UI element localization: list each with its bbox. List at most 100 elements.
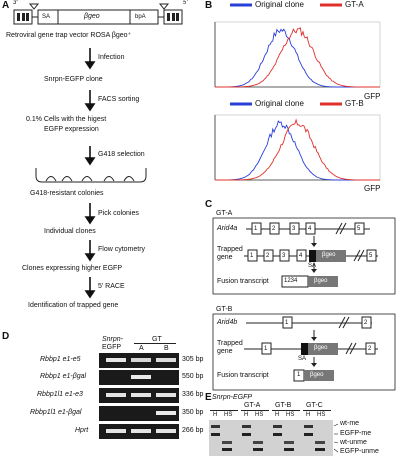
vector-bpa-label: bpA (135, 14, 146, 20)
xlabel-2: GFP (364, 184, 381, 193)
action-infection: Infection (98, 54, 125, 61)
d-row-1-size: 305 bp (182, 356, 204, 363)
step-cells-2: EGFP expression (44, 126, 99, 133)
step-identification: Identification of trapped gene (28, 302, 119, 309)
panel-c-label: C (205, 199, 213, 210)
gt-b-gene: Arid4b (217, 319, 238, 326)
vector-sa-label: SA (42, 14, 51, 20)
gt-a-tr-exon-1: 1 (250, 253, 254, 259)
gt-a-tr-exon-4: 4 (299, 253, 303, 259)
gt-a-wt-exon-3: 3 (292, 226, 296, 232)
d-row-5-size: 266 bp (182, 427, 204, 434)
panel-b-histograms (214, 3, 381, 181)
legend2-original: Original clone (255, 99, 304, 108)
gt-a-tr-exon-3: 3 (282, 253, 286, 259)
d-row-3-label: Rbbp1l1 e1-e3 (37, 391, 83, 398)
action-g418: G418 selection (98, 151, 145, 158)
e-lane-8: HS (317, 412, 326, 418)
d-row-5-label: Hprt (75, 427, 89, 434)
panel-a-label: A (2, 0, 10, 11)
vector-bgeo-label: βgeo (84, 13, 100, 20)
panel-b-label: B (205, 0, 213, 11)
d-row-2-label: Rbbp1 e1-βgal (40, 373, 87, 380)
step-clone: Snrpn-EGFP clone (44, 76, 103, 83)
gt-a-wt-exon-4: 4 (308, 226, 312, 232)
hist1-gt-trace (215, 27, 380, 88)
gt-b-wt-exon-2: 2 (364, 320, 368, 326)
gt-b-wt-exon-1: 1 (285, 320, 289, 326)
d-col-header-2: EGFP (102, 344, 122, 351)
gt-a-fusion-label: Fusion transcript (217, 278, 269, 285)
gt-b-tr-exon-2: 2 (368, 346, 372, 352)
ltr-left-label: 3' (13, 0, 18, 6)
gt-b-bgeo: βgeo (314, 345, 328, 351)
hist2-gt-trace (215, 118, 380, 181)
step-g418-colonies: G418-resistant colonies (30, 190, 104, 197)
d-row-1-label: Rbbp1 e1-e5 (40, 356, 81, 363)
step-cells-1: 0.1% Cells with the higest (26, 116, 107, 123)
e-group-gta: GT-A (244, 402, 261, 409)
gt-a-sa: SA (308, 263, 317, 269)
gt-b-trapped-label-2: gene (217, 348, 233, 355)
d-row-4-size: 350 bp (182, 409, 204, 416)
gt-b-fusion-label: Fusion transcript (217, 372, 269, 379)
gt-a-wt-exon-5: 5 (357, 226, 361, 232)
panel-a-flowchart (13, 3, 183, 299)
d-row-2-size: 550 bp (182, 373, 204, 380)
d-row-3-size: 336 bp (182, 391, 204, 398)
gt-b-title: GT-B (216, 306, 233, 313)
step-higher-egfp: Clones expressing higher EGFP (22, 265, 122, 272)
step-vector: Retroviral gene trap vector ROSA βgeo⁺ (6, 32, 132, 39)
gt-b-trapped-label-1: Trapped (217, 340, 243, 347)
gt-a-fusion-exons: 1234 (284, 278, 298, 284)
gt-b-tr-exon-1: 1 (264, 346, 268, 352)
e-lane-1: H (213, 412, 218, 418)
e-lane-2: HS (224, 412, 233, 418)
gt-a-bgeo: βgeo (322, 252, 336, 258)
d-col-header-1: Snrpn- (102, 336, 124, 343)
gt-a-wt-exon-2: 2 (272, 226, 276, 232)
gt-a-tr-exon-2: 2 (266, 253, 270, 259)
action-facs: FACS sorting (98, 96, 140, 103)
d-lane-a: A (139, 345, 144, 352)
gt-a-fusion-bgeo: βgeo (314, 278, 328, 284)
action-pick: Pick colonies (98, 210, 139, 217)
gt-b-fusion-exons: 1 (297, 372, 301, 378)
e-lane-5: H (275, 412, 280, 418)
legend2-gt: GT-B (345, 99, 364, 108)
e-lane-4: HS (255, 412, 264, 418)
panel-d-label: D (2, 331, 10, 342)
action-race: 5' RACE (98, 283, 125, 290)
e-band-wt-me: wt-me (340, 420, 360, 427)
gt-a-trapped-label-2: gene (217, 254, 233, 261)
gt-a-wt-exon-1: 1 (254, 226, 258, 232)
e-group-snrpn: Snrpn-EGFP (212, 394, 253, 401)
legend1-gt: GT-A (345, 0, 364, 9)
gt-b-sa: SA (298, 356, 307, 362)
gt-a-tr-exon-5: 5 (369, 253, 373, 259)
ltr-right-label: 5' (183, 0, 188, 6)
d-lane-b: B (164, 345, 169, 352)
gt-b-fusion-bgeo: βgeo (310, 372, 324, 378)
e-band-egfp-unme: EGFP-unme (340, 448, 379, 455)
e-group-gtc: GT-C (306, 402, 323, 409)
e-lane-7: H (306, 412, 311, 418)
action-flow: Flow cytometry (98, 246, 146, 253)
step-individual: Individual clones (44, 228, 96, 235)
gt-a-trapped-label-1: Trapped (217, 246, 243, 253)
xlabel-1: GFP (364, 92, 381, 101)
gt-a-title: GT-A (216, 210, 233, 217)
e-band-wt-unme: wt-unme (340, 439, 367, 446)
e-lane-6: HS (286, 412, 295, 418)
e-band-egfp-me: EGFP-me (340, 430, 372, 437)
gt-a-gene: Arid4a (217, 225, 238, 232)
e-group-gtb: GT-B (275, 402, 292, 409)
d-gt-header: GT (152, 336, 162, 343)
legend1-original: Original clone (255, 0, 304, 9)
e-lane-3: H (244, 412, 249, 418)
panel-e-label: E (205, 392, 212, 403)
d-row-4-label: Rbbp1l1 e1-βgal (30, 409, 82, 416)
